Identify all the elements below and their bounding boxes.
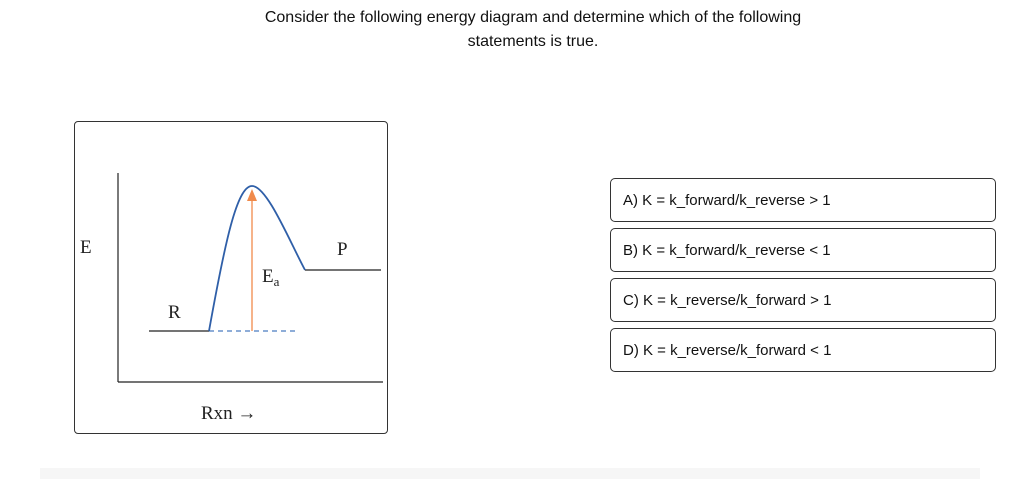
activation-energy-label: Ea: [262, 266, 280, 289]
x-axis-label: Rxn →: [201, 403, 256, 424]
question-line-1: Consider the following energy diagram an…: [264, 9, 802, 26]
energy-curve: [208, 185, 306, 332]
activation-energy-subscript: a: [274, 274, 280, 289]
option-c-label: C) K = k_reverse/k_forward > 1: [623, 291, 832, 309]
option-c[interactable]: C) K = k_reverse/k_forward > 1: [610, 278, 996, 322]
option-b[interactable]: B) K = k_forward/k_reverse < 1: [610, 228, 996, 272]
option-d-label: D) K = k_reverse/k_forward < 1: [623, 341, 832, 359]
answer-options: A) K = k_forward/k_reverse > 1 B) K = k_…: [610, 178, 996, 378]
option-a-label: A) K = k_forward/k_reverse > 1: [623, 191, 831, 209]
question-text: Consider the following energy diagram an…: [233, 6, 833, 54]
y-axis-label: E: [79, 237, 93, 259]
question-line-2: statements is true.: [467, 33, 599, 50]
option-a[interactable]: A) K = k_forward/k_reverse > 1: [610, 178, 996, 222]
energy-diagram-svg: P R Ea Rxn →: [117, 173, 383, 424]
energy-diagram: P R Ea Rxn →: [74, 121, 388, 434]
activation-arrow-head: [247, 189, 257, 201]
footer-band: [40, 468, 980, 479]
product-label: P: [337, 239, 348, 260]
option-b-label: B) K = k_forward/k_reverse < 1: [623, 241, 831, 259]
reactant-label: R: [168, 302, 181, 323]
option-d[interactable]: D) K = k_reverse/k_forward < 1: [610, 328, 996, 372]
activation-energy-symbol: E: [262, 266, 274, 287]
